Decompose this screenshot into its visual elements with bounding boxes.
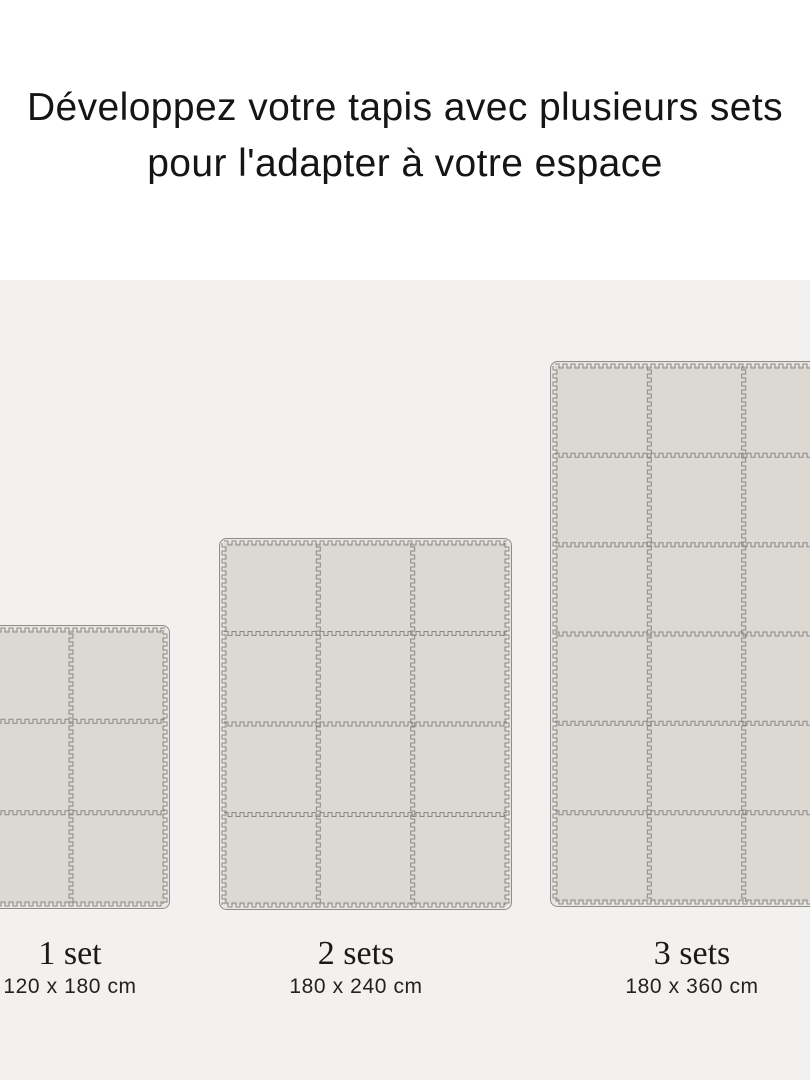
mat-1-set-illustration [0, 625, 170, 909]
title-line-2: pour l'adapter à votre espace [147, 142, 663, 185]
puzzle-mat-drawing [219, 538, 512, 910]
mat-3-sets-illustration [550, 361, 810, 907]
mat-2-sets-illustration [219, 538, 512, 910]
mat-2-label: 2 sets 180 x 240 cm [246, 935, 466, 1000]
puzzle-mat-drawing [0, 625, 170, 909]
mat-1-label: 1 set 120 x 180 cm [0, 935, 180, 1000]
set-dimensions-label: 120 x 180 cm [3, 975, 137, 998]
mat-3-label: 3 sets 180 x 360 cm [582, 935, 802, 1000]
set-count-label: 2 sets [317, 935, 395, 972]
set-dimensions-label: 180 x 240 cm [289, 975, 423, 998]
puzzle-mat-drawing [550, 361, 810, 907]
title-line-1: Développez votre tapis avec plusieurs se… [26, 86, 783, 129]
set-count-label: 1 set [38, 935, 102, 972]
header: Développez votre tapis avec plusieurs se… [0, 0, 810, 280]
set-count-label: 3 sets [653, 935, 731, 972]
page-title: Développez votre tapis avec plusieurs se… [0, 80, 810, 192]
set-dimensions-label: 180 x 360 cm [625, 975, 759, 998]
mat-comparison-stage: 1 set 120 x 180 cm 2 sets 180 x 240 cm 3… [0, 280, 810, 1080]
